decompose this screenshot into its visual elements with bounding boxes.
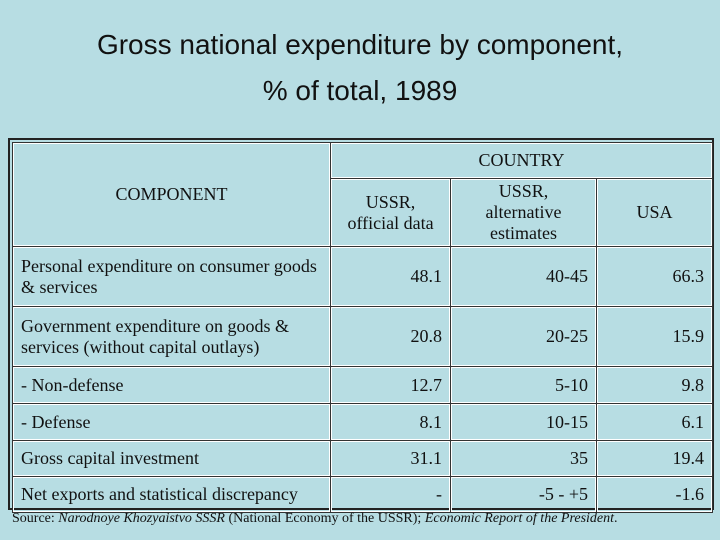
table-row: Gross capital investment 31.1 35 19.4	[12, 440, 714, 477]
expenditure-table-frame: COMPONENT COUNTRY USSR, official data US…	[8, 138, 714, 513]
row-component: Gross capital investment	[12, 440, 331, 477]
slide-title: Gross national expenditure by component,…	[0, 22, 720, 114]
table-row: Government expenditure on goods & servic…	[12, 306, 714, 367]
source-end: .	[614, 511, 618, 526]
cell-ussr-official: 20.8	[330, 306, 451, 367]
header-row-country: COMPONENT COUNTRY	[12, 142, 714, 247]
source-ref-narodnoye: Narodnoye Khozyaistvo SSSR	[58, 511, 225, 526]
cell-ussr-alternative: -5 - +5	[450, 476, 597, 513]
cell-usa: 6.1	[595, 403, 714, 441]
table-row: Net exports and statistical discrepancy …	[12, 476, 714, 513]
component-header: COMPONENT	[12, 142, 331, 247]
cell-ussr-official: -	[330, 476, 451, 513]
table-row: - Non-defense 12.7 5-10 9.8	[12, 366, 714, 404]
cell-ussr-alternative: 35	[450, 440, 597, 477]
cell-ussr-alternative: 40-45	[450, 246, 597, 307]
column-header-usa: USA	[595, 178, 714, 247]
expenditure-table: COMPONENT COUNTRY USSR, official data US…	[12, 142, 714, 513]
table-row: - Defense 8.1 10-15 6.1	[12, 403, 714, 441]
cell-ussr-alternative: 5-10	[450, 366, 597, 404]
row-component: - Non-defense	[12, 366, 331, 404]
column-header-line: USSR, alternative	[485, 181, 562, 222]
cell-usa: 15.9	[595, 306, 714, 367]
country-header: COUNTRY	[329, 142, 714, 179]
row-component: Personal expenditure on consumer goods &…	[12, 246, 331, 307]
source-ref-economic-report: Economic Report of the President	[424, 511, 615, 526]
source-ref-note: (National Economy of the USSR);	[224, 511, 425, 526]
title-line-2: % of total, 1989	[262, 75, 458, 106]
cell-ussr-official: 8.1	[330, 403, 451, 441]
cell-ussr-alternative: 20-25	[450, 306, 597, 367]
column-header-line: official data	[347, 212, 434, 233]
cell-ussr-alternative: 10-15	[450, 403, 597, 441]
cell-ussr-official: 31.1	[330, 440, 451, 477]
source-note: Source: Narodnoye Khozyaistvo SSSR (Nati…	[12, 511, 618, 527]
column-header-ussr-alternative: USSR, alternative estimates	[450, 178, 597, 247]
cell-usa: 19.4	[595, 440, 714, 477]
cell-usa: -1.6	[595, 476, 714, 513]
title-line-1: Gross national expenditure by component,	[96, 29, 624, 60]
table-row: Personal expenditure on consumer goods &…	[12, 246, 714, 307]
cell-usa: 9.8	[595, 366, 714, 404]
cell-ussr-official: 12.7	[330, 366, 451, 404]
column-header-ussr-official: USSR, official data	[330, 178, 451, 247]
column-header-line: USSR,	[365, 191, 416, 212]
header-row-columns: USSR, official data USSR, alternative es…	[13, 178, 714, 247]
row-component: Government expenditure on goods & servic…	[12, 306, 331, 367]
row-component: - Defense	[12, 403, 331, 441]
cell-usa: 66.3	[595, 246, 714, 307]
cell-ussr-official: 48.1	[330, 246, 451, 307]
column-header-line: USA	[636, 202, 673, 222]
column-header-line: estimates	[490, 223, 557, 243]
row-component: Net exports and statistical discrepancy	[12, 476, 331, 513]
source-label: Source:	[12, 511, 59, 526]
